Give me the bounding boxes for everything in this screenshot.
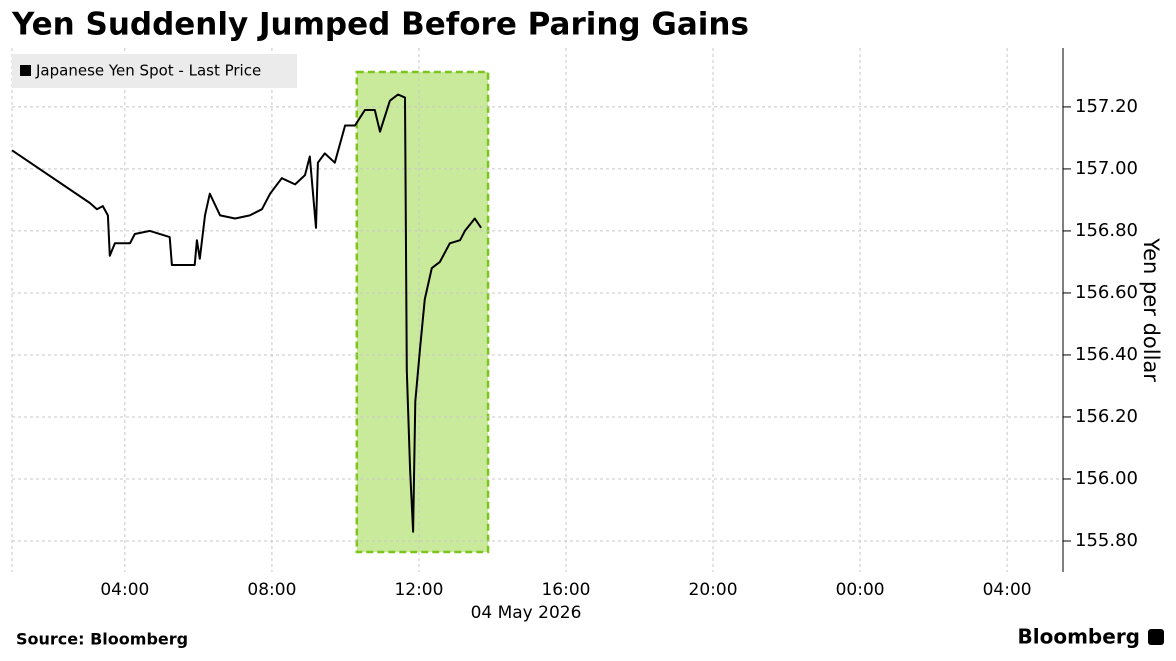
x-tick-label: 04:00 (100, 580, 149, 600)
legend-box (12, 54, 297, 88)
brand: Bloomberg (1018, 625, 1140, 649)
line-series (11, 93, 482, 533)
x-axis-date: 04 May 2026 (471, 603, 582, 623)
y-tick-label: 156.80 (1075, 220, 1138, 241)
legend-swatch (20, 65, 31, 76)
y-tick-label: 156.20 (1075, 406, 1138, 427)
y-axis-label: Yen per dollar (1139, 237, 1163, 382)
x-tick-label: 04:00 (983, 580, 1032, 600)
y-tick-label: 156.40 (1075, 344, 1138, 365)
legend-label: Japanese Yen Spot - Last Price (35, 62, 261, 80)
x-tick-label: 20:00 (689, 580, 738, 600)
y-tick-label: 156.00 (1075, 468, 1138, 489)
source: Source: Bloomberg (16, 630, 188, 649)
brand-icon (1148, 629, 1164, 645)
highlight-region (355, 70, 490, 554)
y-tick-label: 155.80 (1075, 530, 1138, 551)
x-tick-label: 16:00 (541, 580, 590, 600)
y-tick-label: 156.60 (1075, 282, 1138, 303)
chart-title: Yen Suddenly Jumped Before Paring Gains (11, 7, 749, 43)
x-tick-label: 00:00 (836, 580, 885, 600)
x-tick-label: 08:00 (247, 580, 296, 600)
y-tick-label: 157.20 (1075, 96, 1138, 117)
y-tick-label: 157.00 (1075, 158, 1138, 179)
x-tick-label: 12:00 (394, 580, 443, 600)
